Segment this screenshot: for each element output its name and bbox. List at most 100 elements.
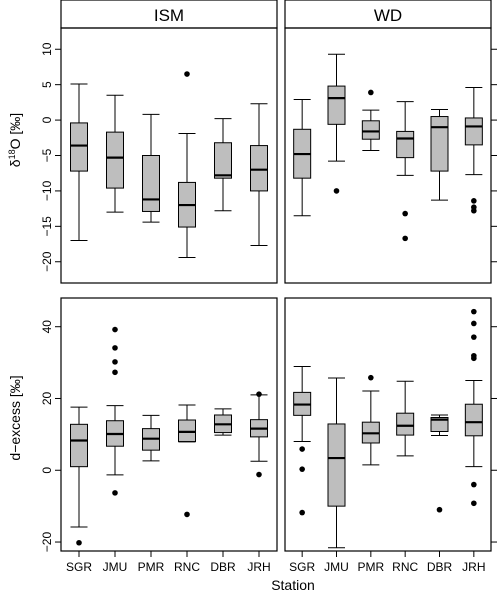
x-tick-label: JMU <box>324 560 349 574</box>
x-tick-label: RNC <box>174 560 200 574</box>
outlier-point <box>112 345 118 351</box>
x-tick-label: JRH <box>462 560 485 574</box>
outlier-point <box>436 506 443 513</box>
y-tick-label: −20 <box>40 532 54 553</box>
box-iqr <box>396 412 415 436</box>
box-dbr <box>430 414 449 513</box>
outlier-point <box>112 326 118 333</box>
panel-3: −20 0 20 40 SGR JMU PMR RNC DBR JRH <box>40 297 278 574</box>
box-iqr <box>142 155 160 212</box>
box-rnc <box>178 404 196 518</box>
y-tick-label: −10 <box>40 180 54 201</box>
y-axis-label-top: δ18O [‰] <box>7 113 23 167</box>
x-tick-label: JMU <box>103 560 128 574</box>
box-jmu <box>327 53 346 194</box>
y-tick-label: −20 <box>40 251 54 272</box>
x-tick-label: DBR <box>427 560 453 574</box>
y-tick-label: −15 <box>40 216 54 237</box>
x-axis-label: Station <box>271 577 315 593</box>
outlier-point <box>112 490 118 496</box>
outlier-point <box>112 359 118 365</box>
box-dbr <box>214 118 232 212</box>
y-tick-label: −5 <box>40 148 54 162</box>
outlier-point <box>184 511 190 518</box>
box-jrh <box>250 103 268 246</box>
panel-frame <box>60 27 278 284</box>
outlier-point <box>112 369 118 376</box>
box-jrh <box>464 308 483 507</box>
box-iqr <box>396 130 415 159</box>
box-sgr <box>70 83 88 241</box>
outlier-point <box>333 188 340 194</box>
outlier-point <box>471 207 477 214</box>
box-iqr <box>464 403 483 437</box>
y-tick-label: 20 <box>40 391 54 405</box>
panels-layer: ISM −20 −15 −10 −5 0 5 10 WD −20 0 20 40 SGR JMU PMR RNC… <box>40 0 497 574</box>
box-iqr <box>70 423 88 468</box>
box-iqr <box>327 85 346 125</box>
y-tick-label: 0 <box>40 116 54 123</box>
y-tick-label: 5 <box>40 81 54 88</box>
x-tick-label: PMR <box>138 560 165 574</box>
x-tick-label: DBR <box>210 560 236 574</box>
box-rnc <box>396 101 415 242</box>
box-jmu <box>106 94 124 213</box>
box-sgr <box>293 366 312 516</box>
outlier-point <box>299 446 305 452</box>
box-sgr <box>293 99 312 217</box>
box-iqr <box>106 131 124 189</box>
strip-box <box>284 0 492 29</box>
box-jmu <box>327 377 346 549</box>
box-dbr <box>430 108 449 201</box>
outlier-point <box>256 391 262 397</box>
box-iqr <box>430 417 449 432</box>
box-iqr <box>430 116 449 172</box>
box-iqr <box>70 122 88 172</box>
strip-label: WD <box>374 6 402 25</box>
outlier-point <box>402 210 408 217</box>
box-iqr <box>214 142 232 179</box>
box-pmr <box>142 113 160 223</box>
box-rnc <box>396 380 415 457</box>
outlier-point <box>471 320 477 327</box>
panel-1: ISM −20 −15 −10 −5 0 5 10 <box>40 0 278 284</box>
outlier-point <box>471 198 477 204</box>
y-tick-label: 40 <box>40 320 54 334</box>
box-jrh <box>464 87 483 214</box>
x-tick-label: SGR <box>66 560 92 574</box>
box-pmr <box>142 414 160 462</box>
panel-frame <box>284 27 492 284</box>
x-tick-label: JRH <box>247 560 270 574</box>
panel-frame <box>60 297 278 552</box>
box-iqr <box>327 423 346 507</box>
outlier-point <box>184 71 190 77</box>
y-tick-label: 0 <box>40 467 54 474</box>
x-tick-label: PMR <box>357 560 384 574</box>
box-iqr <box>464 117 483 146</box>
y-tick-label: 10 <box>40 42 54 56</box>
outlier-point <box>471 352 477 359</box>
outlier-point <box>368 374 374 381</box>
outlier-point <box>299 466 305 472</box>
strip-label: ISM <box>154 6 184 25</box>
box-pmr <box>361 89 380 152</box>
outlier-point <box>471 334 477 340</box>
strip-box <box>60 0 278 29</box>
outlier-point <box>256 471 262 478</box>
box-iqr <box>361 120 380 140</box>
outlier-point <box>368 89 374 96</box>
box-iqr <box>250 145 268 192</box>
box-sgr <box>70 406 88 546</box>
outlier-point <box>471 308 477 315</box>
outlier-point <box>299 509 305 516</box>
box-jmu <box>106 326 124 496</box>
x-tick-label: RNC <box>392 560 418 574</box>
outlier-point <box>471 481 477 488</box>
panel-frame <box>284 297 492 552</box>
panel-4: SGR JMU PMR RNC DBR JRH <box>284 297 497 574</box>
box-dbr <box>214 408 232 436</box>
panel-2: WD <box>284 0 497 284</box>
x-tick-label: SGR <box>289 560 315 574</box>
outlier-point <box>76 539 82 546</box>
